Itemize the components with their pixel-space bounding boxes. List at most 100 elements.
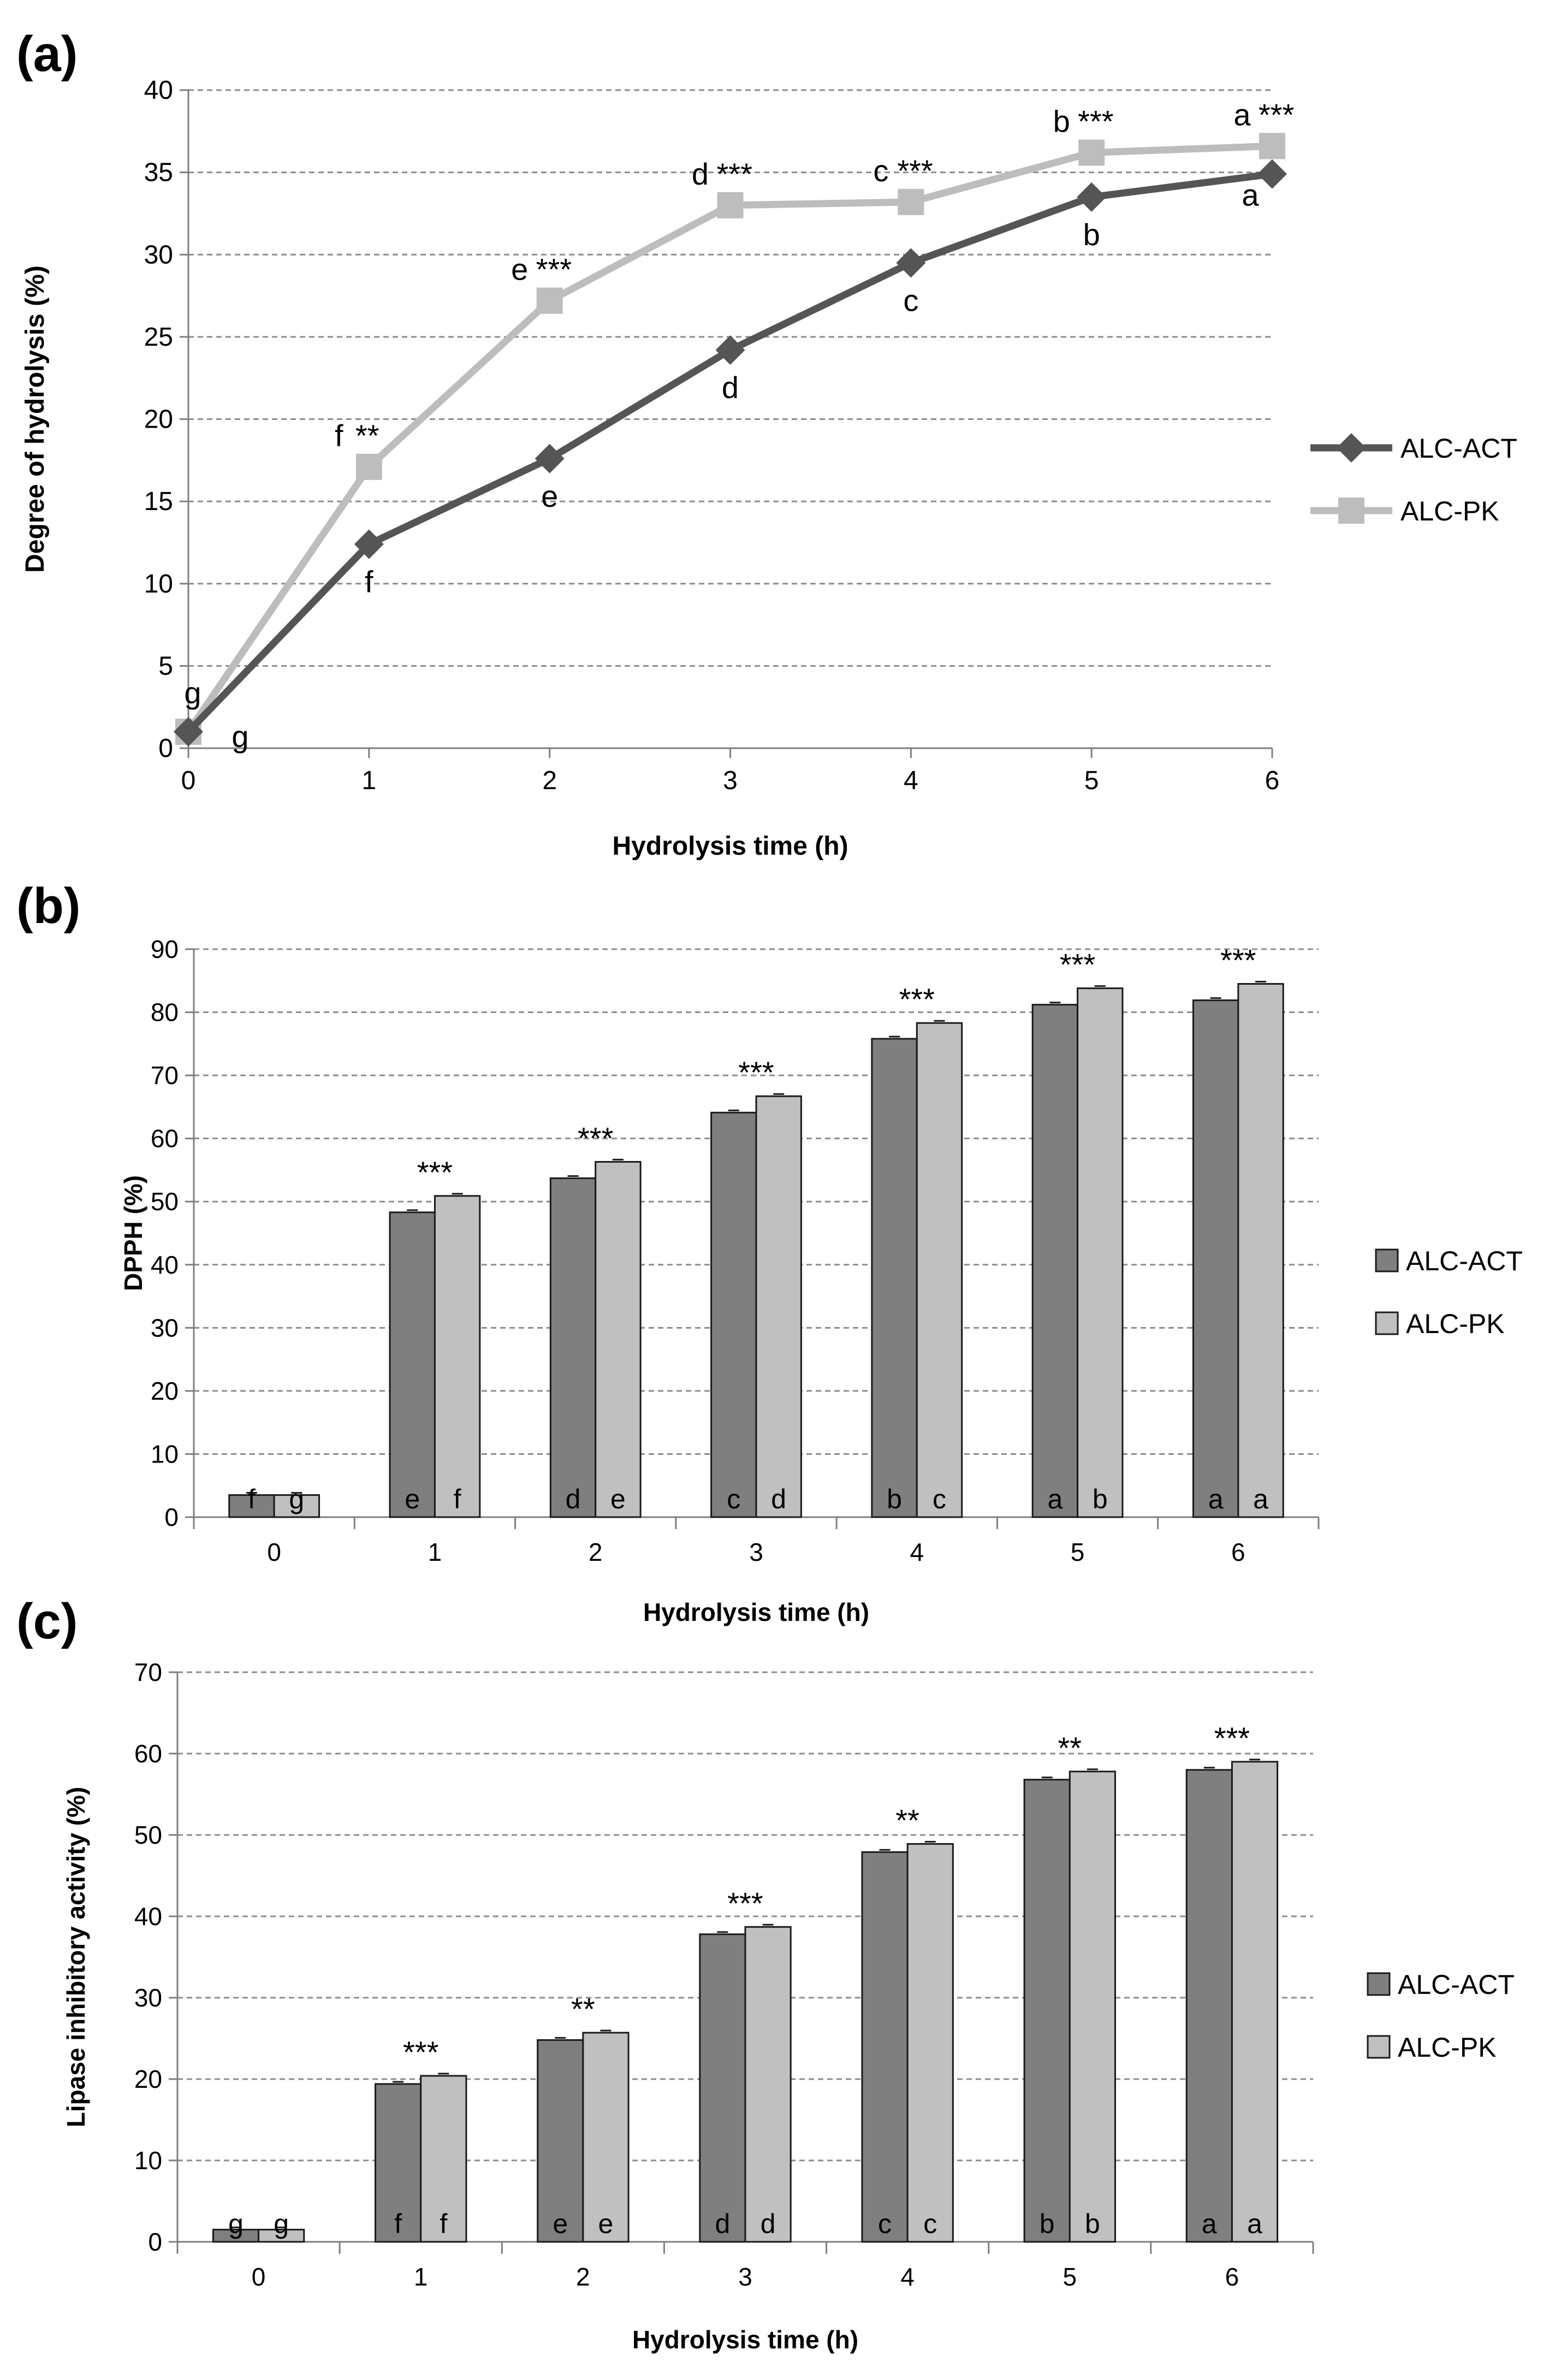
group-letter-alc-pk: f [440, 2209, 447, 2239]
panel-label: (b) [16, 878, 80, 934]
legend-label: ALC-ACT [1400, 433, 1517, 464]
group-letter-alc-pk: f [335, 418, 343, 453]
significance-marker: *** [578, 1121, 613, 1155]
y-tick-label: 10 [134, 2146, 162, 2175]
x-tick-label: 2 [589, 1538, 603, 1566]
group-letter-alc-act: c [878, 2209, 892, 2239]
data-point-alc-pk [898, 188, 924, 215]
bar-alc-pk [273, 1494, 320, 1518]
data-point-alc-act [354, 529, 384, 559]
legend-swatch-alc-pk [1367, 2035, 1391, 2059]
data-point-alc-act [715, 335, 745, 365]
significance-marker: *** [403, 2035, 438, 2069]
data-point-alc-pk [717, 192, 744, 218]
x-tick-label: 1 [361, 766, 376, 795]
group-letter-alc-pk: c [923, 2209, 937, 2239]
significance-marker: *** [1220, 943, 1256, 978]
data-point-alc-pk [1078, 139, 1105, 166]
x-tick-label: 5 [1063, 2263, 1077, 2291]
x-tick-label: 6 [1225, 2263, 1239, 2291]
significance-marker: ** [571, 1992, 595, 2026]
data-point-alc-act [535, 443, 565, 473]
group-letter-alc-pk: a [1233, 97, 1251, 132]
bar-alc-act [1031, 1004, 1079, 1518]
legend-label: ALC-ACT [1398, 1969, 1515, 2000]
bar-alc-pk [258, 2229, 305, 2243]
panel-label: (a) [16, 26, 78, 82]
group-letter-alc-pk: c [873, 153, 888, 188]
significance-marker: *** [417, 1155, 453, 1189]
data-point-alc-act [174, 717, 203, 747]
data-point-alc-pk [1259, 133, 1285, 159]
x-tick-label: 6 [1231, 1538, 1245, 1566]
group-letter-alc-pk: c [933, 1484, 946, 1514]
data-point-alc-act [1257, 159, 1287, 189]
group-letter-alc-pk: d [692, 157, 709, 191]
group-letter-alc-pk: d [771, 1484, 786, 1514]
group-letter-alc-pk: g [184, 676, 201, 710]
x-tick-label: 5 [1071, 1538, 1085, 1566]
x-tick-label: 0 [181, 766, 196, 795]
x-tick-label: 4 [910, 1538, 924, 1566]
bar-alc-pk [1237, 983, 1284, 1518]
x-tick-label: 0 [267, 1538, 281, 1566]
bar-alc-act [861, 1851, 909, 2243]
bar-alc-act [228, 1494, 275, 1518]
x-axis-label: Hydrolysis time (h) [643, 1598, 869, 1626]
group-letter-alc-pk: g [274, 2209, 289, 2239]
legend-marker-diamond-icon [1337, 433, 1366, 463]
bar-alc-pk [595, 1161, 642, 1518]
bar-alc-pk [1069, 1771, 1116, 2243]
bar-alc-act [871, 1038, 918, 1518]
group-letter-alc-pk: e [511, 252, 528, 287]
y-tick-label: 80 [151, 998, 179, 1027]
legend-label: ALC-PK [1398, 2032, 1497, 2063]
y-tick-label: 10 [144, 570, 173, 599]
x-tick-label: 1 [414, 2263, 428, 2291]
bar-alc-pk [1077, 987, 1124, 1518]
significance-marker: *** [1060, 948, 1095, 982]
y-tick-label: 70 [134, 1658, 162, 1686]
group-letter-alc-pk: a [1253, 1484, 1268, 1514]
group-letter-alc-act: b [887, 1484, 902, 1514]
y-tick-label: 50 [134, 1821, 162, 1849]
y-tick-label: 0 [164, 1503, 179, 1531]
x-tick-label: 3 [749, 1538, 763, 1566]
bar-alc-pk [906, 1843, 954, 2243]
group-letter-alc-act: a [1202, 2209, 1217, 2239]
series-line-alc-pk [185, 142, 1273, 734]
y-tick-label: 0 [148, 2228, 162, 2256]
bar-alc-act [710, 1111, 757, 1518]
group-letter-alc-act: c [727, 1484, 740, 1514]
significance-marker: *** [1259, 97, 1294, 132]
group-letter-alc-act: d [722, 370, 739, 405]
y-tick-label: 40 [144, 76, 173, 105]
significance-marker: *** [1078, 104, 1113, 138]
legend-swatch-alc-pk [1375, 1311, 1399, 1335]
bar-alc-pk [916, 1022, 963, 1518]
series-line-alc-act [186, 170, 1273, 735]
bar-alc-pk [434, 1195, 481, 1518]
significance-marker: *** [536, 252, 572, 287]
y-tick-label: 5 [158, 652, 173, 680]
group-letter-alc-pk: f [454, 1484, 461, 1514]
y-tick-label: 0 [158, 734, 173, 763]
data-point-alc-pk [536, 287, 563, 314]
bar-alc-act [1192, 999, 1239, 1518]
group-letter-alc-pk: g [289, 1484, 304, 1514]
y-tick-label: 20 [151, 1377, 179, 1405]
group-letter-alc-act: g [232, 719, 248, 754]
bar-alc-pk [755, 1095, 802, 1518]
x-tick-label: 1 [428, 1538, 442, 1566]
group-letter-alc-pk: e [610, 1484, 626, 1514]
bar-alc-act [537, 2039, 584, 2243]
group-letter-alc-act: c [903, 283, 918, 317]
significance-marker: *** [717, 157, 752, 191]
y-tick-label: 10 [151, 1440, 179, 1468]
bar-alc-act [1185, 1769, 1233, 2243]
significance-marker: *** [899, 982, 935, 1016]
significance-marker: *** [897, 153, 933, 188]
bar-alc-act [549, 1177, 597, 1518]
